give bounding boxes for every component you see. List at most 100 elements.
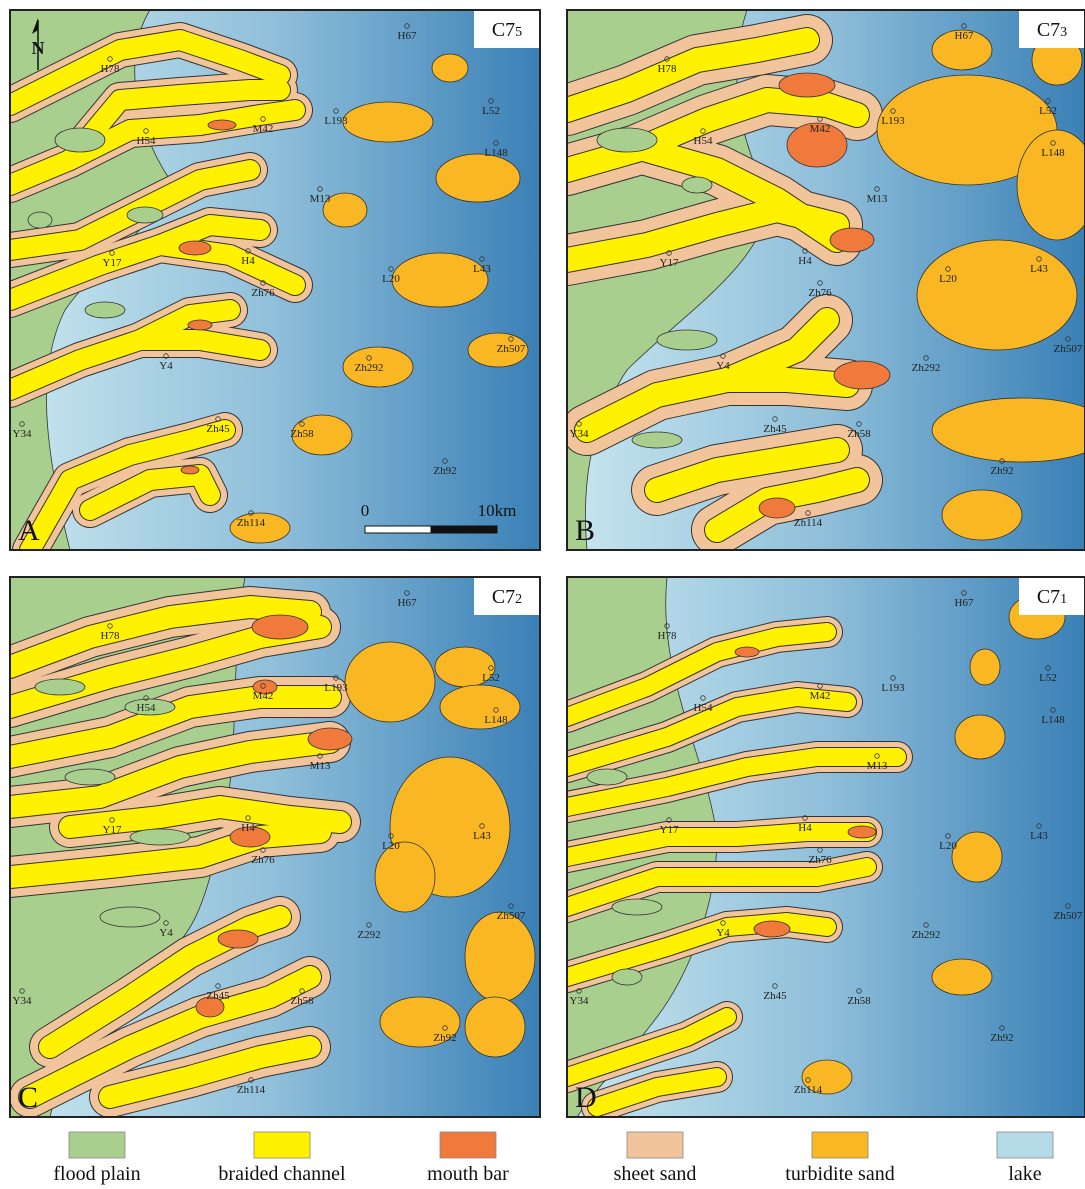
well-label: Y4 [716, 360, 730, 372]
north-label: N [32, 38, 45, 58]
well-label: H78 [101, 63, 120, 75]
well-label: Y34 [13, 995, 32, 1007]
well-label: Zh507 [497, 343, 526, 355]
well-label: L148 [484, 714, 508, 726]
turbidite-sand [917, 240, 1077, 350]
well-label: Zh45 [206, 423, 230, 435]
well-label: M13 [867, 193, 888, 205]
well-label: Zh76 [251, 854, 275, 866]
well-label: H78 [101, 630, 120, 642]
channel-island [682, 177, 712, 193]
well-label: Y17 [660, 824, 679, 836]
legend-label: braided channel [218, 1163, 346, 1185]
channel-island [127, 207, 163, 223]
well-label: H67 [955, 597, 974, 609]
well-label: Zh45 [206, 990, 230, 1002]
well-label: Zh76 [808, 854, 832, 866]
legend-swatch [69, 1132, 125, 1158]
well-label: L43 [1030, 830, 1048, 842]
well-label: H54 [137, 135, 156, 147]
panel-letter: A [18, 514, 40, 547]
mouth-bar [179, 241, 211, 255]
mouth-bar [735, 647, 759, 657]
turbidite-sand [345, 642, 435, 722]
mouth-bar [181, 466, 199, 474]
well-label: M42 [253, 690, 274, 702]
panel-letter: D [575, 1081, 597, 1114]
layer-name: C7 [1037, 19, 1060, 41]
well-label: L193 [881, 115, 905, 127]
panel-letter: C [18, 1081, 38, 1114]
turbidite-sand [440, 685, 520, 729]
map-body [10, 577, 540, 1117]
well-label: L43 [473, 263, 491, 275]
well-label: H4 [241, 822, 255, 834]
scale-end: 10km [478, 501, 517, 520]
map-panel: H67H78H54M42L193L52L148M13Y17H4Zh76L20L4… [10, 577, 540, 1117]
well-label: L52 [1039, 672, 1057, 684]
well-label: Zh114 [794, 517, 823, 529]
turbidite-sand [432, 54, 468, 82]
channel-island [55, 128, 105, 152]
mouth-bar [759, 498, 795, 518]
well-label: H78 [658, 63, 677, 75]
turbidite-sand [465, 997, 525, 1057]
sublayer: 5 [515, 25, 522, 40]
well-label: L43 [1030, 263, 1048, 275]
well-label: Zh76 [251, 287, 275, 299]
well-label: Y17 [103, 824, 122, 836]
well-label: L20 [382, 273, 400, 285]
legend-swatch [440, 1132, 496, 1158]
channel-island [597, 128, 657, 152]
well-label: H67 [398, 597, 417, 609]
well-label: Y4 [159, 360, 173, 372]
well-label: H54 [694, 135, 713, 147]
well-label: Y34 [570, 995, 589, 1007]
mouth-bar [754, 921, 790, 937]
well-label: Y34 [570, 428, 589, 440]
well-label: L52 [482, 672, 500, 684]
well-label: Y34 [13, 428, 32, 440]
mouth-bar [208, 120, 236, 130]
well-label: H4 [241, 255, 255, 267]
figure: H67 H78 H54 M42 L193 L52 L148 M13 Y17 H4 Zh76 L20 L4… [0, 0, 1085, 1189]
layer-name: C7 [492, 19, 515, 41]
legend-swatch [254, 1132, 310, 1158]
channel-island [28, 212, 52, 228]
sublayer: 2 [515, 592, 522, 607]
turbidite-sand [942, 490, 1022, 540]
map-panel: H67H78H54M42L193L52L148M13Y17H4Zh76L20L4… [10, 10, 540, 550]
well-label: Zh507 [497, 910, 526, 922]
well-label: M13 [310, 193, 331, 205]
well-label: L148 [484, 147, 508, 159]
panel-letter: B [575, 514, 595, 547]
well-label: Y4 [716, 927, 730, 939]
channel-island [65, 769, 115, 785]
well-label: Z292 [357, 929, 380, 941]
mouth-bar [218, 930, 258, 948]
well-label: M42 [810, 690, 831, 702]
well-label: Y17 [660, 257, 679, 269]
scale-start: 0 [361, 501, 370, 520]
scale-bar-black [431, 526, 497, 533]
sublayer: 1 [1060, 592, 1067, 607]
well-label: Zh76 [808, 287, 832, 299]
well-label: H78 [658, 630, 677, 642]
turbidite-sand [465, 912, 535, 1002]
well-label: L52 [482, 105, 500, 117]
well-label: L148 [1041, 147, 1065, 159]
mouth-bar [308, 728, 352, 750]
channel-island [85, 302, 125, 318]
well-label: M42 [253, 123, 274, 135]
well-label: Zh92 [990, 465, 1013, 477]
well-label: H4 [798, 255, 812, 267]
well-label: Zh45 [763, 423, 787, 435]
legend-swatch [812, 1132, 868, 1158]
legend-swatch [627, 1132, 683, 1158]
mouth-bar [252, 615, 308, 639]
turbidite-sand [343, 102, 433, 142]
well-label: L20 [939, 273, 957, 285]
well-label: Zh58 [847, 428, 871, 440]
well-label: Zh58 [290, 995, 314, 1007]
